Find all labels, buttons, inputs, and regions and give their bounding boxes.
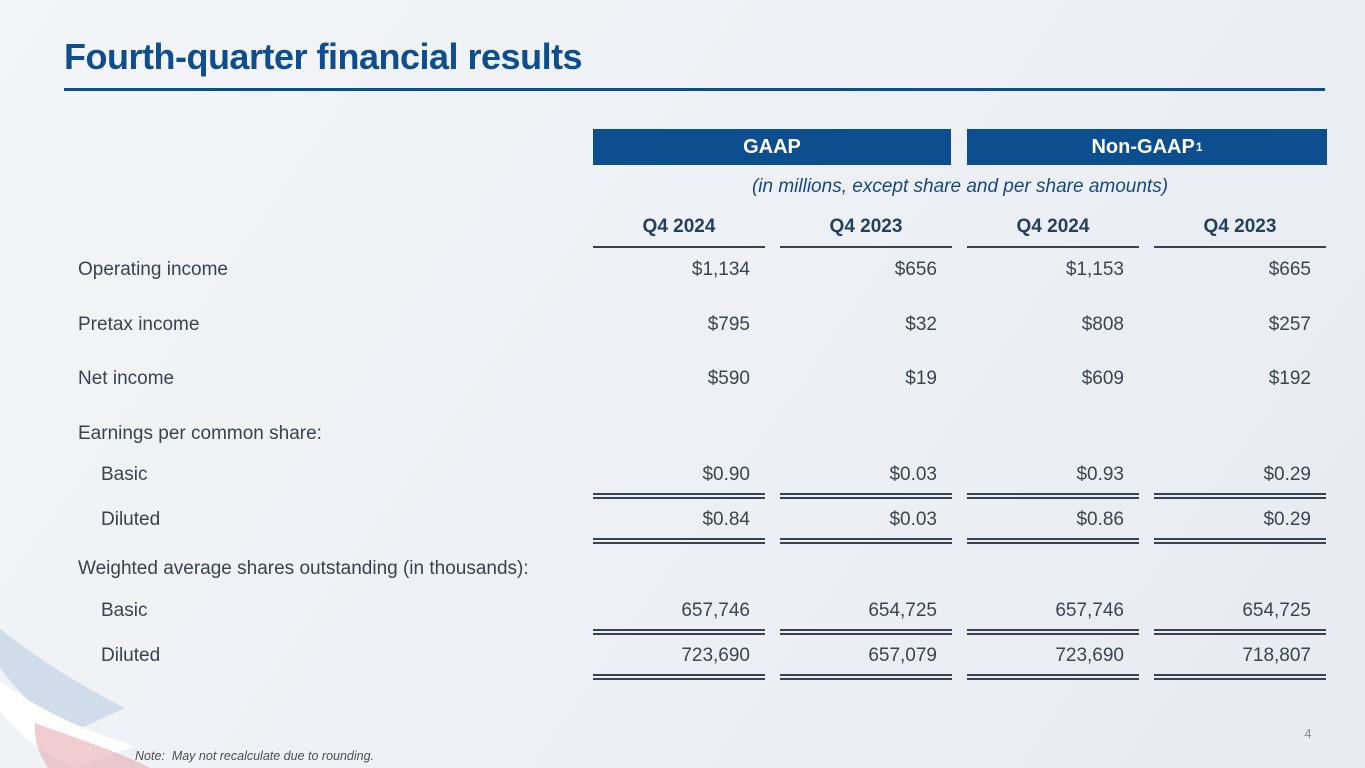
table-cell: $0.29	[1154, 509, 1326, 544]
table-cell: 718,807	[1154, 645, 1326, 680]
table-cell: $19	[905, 368, 937, 389]
row-label: Net income	[78, 368, 175, 389]
row-label: Diluted	[101, 645, 161, 666]
table-row: Basic $0.90 $0.03 $0.93 $0.29	[0, 464, 1365, 499]
table-cell: $0.84	[593, 509, 765, 544]
table-cell: $656	[894, 259, 937, 280]
column-header-nongaap-q4-2023: Q4 2023	[1154, 216, 1326, 248]
table-row: Net income $590 $19 $609 $192	[0, 368, 1365, 394]
table-cell: 657,746	[593, 600, 765, 635]
table-cell: $808	[1081, 314, 1124, 335]
table-cell: $32	[905, 314, 937, 335]
footnote-marker: 1	[1195, 140, 1203, 154]
title-divider	[64, 88, 1325, 91]
table-row: Operating income $1,134 $656 $1,153 $665	[0, 259, 1365, 285]
table-row: Diluted 723,690 657,079 723,690 718,807	[0, 645, 1365, 680]
non-gaap-label: Non-GAAP	[1091, 135, 1195, 158]
row-label: Operating income	[78, 259, 228, 280]
table-cell: $0.86	[967, 509, 1139, 544]
table-cell: 654,725	[780, 600, 952, 635]
footnotes: Note: May not recalculate due to roundin…	[135, 715, 534, 768]
table-cell: $0.03	[780, 509, 952, 544]
table-cell: $665	[1268, 259, 1311, 280]
table-row: Diluted $0.84 $0.03 $0.86 $0.29	[0, 509, 1365, 544]
table-row: Basic 657,746 654,725 657,746 654,725	[0, 600, 1365, 635]
table-cell: $0.90	[593, 464, 765, 499]
table-cell: $590	[707, 368, 750, 389]
table-section-row: Weighted average shares outstanding (in …	[0, 558, 1365, 584]
table-cell: $0.93	[967, 464, 1139, 499]
page-number: 4	[1304, 726, 1312, 741]
column-header-nongaap-q4-2024: Q4 2024	[967, 216, 1139, 248]
table-cell: 723,690	[593, 645, 765, 680]
table-cell: 654,725	[1154, 600, 1326, 635]
table-cell: $257	[1268, 314, 1311, 335]
column-header-gaap-q4-2023: Q4 2023	[780, 216, 952, 248]
table-cell: $609	[1081, 368, 1124, 389]
table-cell: $795	[707, 314, 750, 335]
table-cell: 723,690	[967, 645, 1139, 680]
gaap-group-header: GAAP	[593, 129, 951, 165]
row-label: Basic	[101, 464, 148, 485]
table-section-row: Earnings per common share:	[0, 423, 1365, 449]
table-cell: $0.29	[1154, 464, 1326, 499]
table-cell: $1,153	[1065, 259, 1124, 280]
non-gaap-group-header: Non-GAAP 1	[967, 129, 1327, 165]
table-cell: $192	[1268, 368, 1311, 389]
row-label: Pretax income	[78, 314, 200, 335]
row-label: Diluted	[101, 509, 161, 530]
gaap-label: GAAP	[743, 135, 801, 158]
table-cell: 657,746	[967, 600, 1139, 635]
row-label: Basic	[101, 600, 148, 621]
table-cell: $0.03	[780, 464, 952, 499]
table-row: Pretax income $795 $32 $808 $257	[0, 314, 1365, 340]
table-cell: 657,079	[780, 645, 952, 680]
section-label: Weighted average shares outstanding (in …	[78, 558, 529, 579]
footnote-note: Note: May not recalculate due to roundin…	[135, 749, 375, 763]
units-note: (in millions, except share and per share…	[751, 176, 1169, 197]
table-cell: $1,134	[691, 259, 750, 280]
slide-title: Fourth-quarter financial results	[64, 36, 583, 77]
column-header-gaap-q4-2024: Q4 2024	[593, 216, 765, 248]
section-label: Earnings per common share:	[78, 423, 322, 444]
